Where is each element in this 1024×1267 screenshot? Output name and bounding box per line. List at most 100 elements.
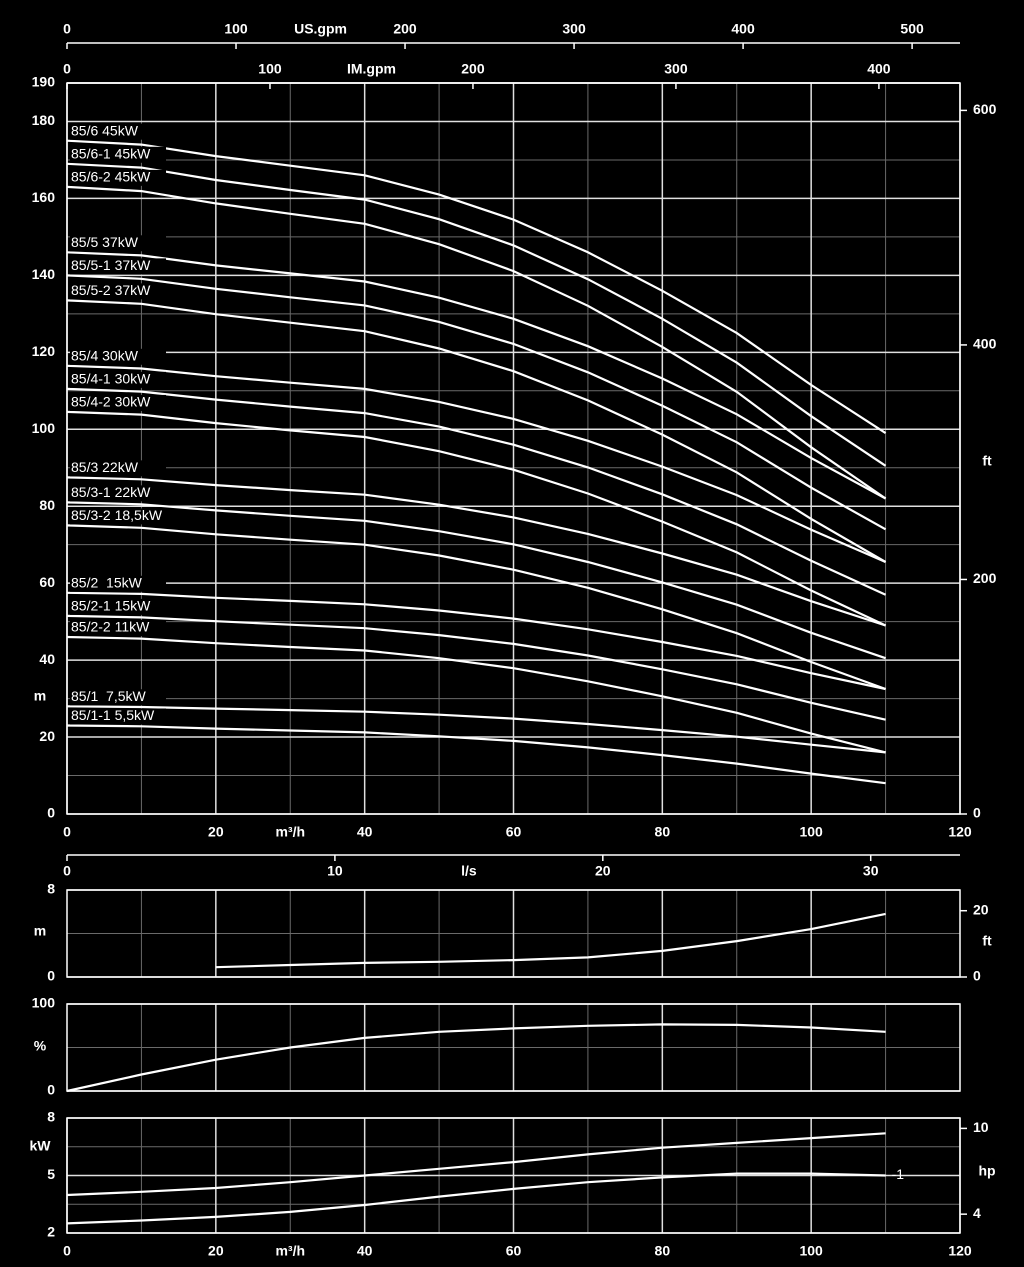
top-axis-tick-label: 100 bbox=[224, 21, 248, 37]
top-axis-tick-label: 400 bbox=[731, 21, 755, 37]
curve bbox=[66, 476, 886, 627]
y-tick-label: 0 bbox=[47, 805, 55, 821]
y2-tick-label: 200 bbox=[973, 570, 997, 586]
plot-frame bbox=[66, 1003, 961, 1092]
top-axis-tick-label: 0 bbox=[63, 21, 71, 37]
top-axis-tick-label: 30 bbox=[863, 863, 879, 879]
y-axis-label: % bbox=[34, 1038, 47, 1054]
curve bbox=[66, 410, 887, 627]
curve-label: -1 bbox=[892, 1166, 905, 1182]
x-tick-label: 100 bbox=[799, 1243, 823, 1259]
y2-axis-label: ft bbox=[982, 933, 992, 949]
top-axis-tick-label: 0 bbox=[63, 61, 71, 77]
top-axis-tick-label: 200 bbox=[461, 61, 485, 77]
curve-label: 85/4-2 30kW bbox=[71, 394, 151, 410]
y-tick-label: 80 bbox=[39, 497, 55, 513]
y2-axis-label: ft bbox=[982, 453, 992, 469]
curve-label: 85/5 37kW bbox=[71, 234, 139, 250]
top-axis-tick-label: 100 bbox=[258, 61, 282, 77]
top-axis-label: US.gpm bbox=[294, 21, 347, 37]
curve-label-background bbox=[70, 620, 166, 637]
plot-frame bbox=[66, 889, 961, 978]
y-tick-label: 2 bbox=[47, 1224, 55, 1240]
curve bbox=[66, 501, 886, 660]
top-axis-label: l/s bbox=[461, 863, 477, 879]
y-tick-label: 190 bbox=[32, 74, 56, 90]
y-tick-label: 60 bbox=[39, 574, 55, 590]
curve-label: 85/4-1 30kW bbox=[71, 371, 151, 387]
curve-label: 85/3 22kW bbox=[71, 459, 139, 475]
curve-label: 85/3-1 22kW bbox=[71, 484, 151, 500]
curve-label: 85/6-2 45kW bbox=[71, 169, 151, 185]
curve bbox=[66, 614, 886, 721]
y2-tick-label: 600 bbox=[973, 101, 997, 117]
curve-label-background bbox=[70, 575, 166, 592]
top-axis-tick-label: 10 bbox=[327, 863, 343, 879]
y2-axis-label: hp bbox=[978, 1163, 995, 1179]
curve bbox=[66, 185, 887, 500]
curve-label: 85/2-1 15kW bbox=[71, 598, 151, 614]
y-tick-label: 20 bbox=[39, 728, 55, 744]
plot-frame bbox=[66, 1117, 961, 1234]
y2-tick-label: 0 bbox=[973, 968, 981, 984]
x-tick-label: 80 bbox=[655, 1243, 671, 1259]
top-axis-label: IM.gpm bbox=[347, 61, 396, 77]
curve bbox=[215, 912, 886, 969]
curve bbox=[66, 139, 887, 435]
y-tick-label: 160 bbox=[32, 189, 56, 205]
y-tick-label: 0 bbox=[47, 968, 55, 984]
curve-label-background bbox=[70, 485, 166, 502]
curve-label-background bbox=[70, 460, 166, 477]
y-tick-label: 120 bbox=[32, 343, 56, 359]
x-axis-label: m³/h bbox=[275, 824, 305, 840]
y-tick-label: 100 bbox=[32, 420, 56, 436]
curve-label: 85/3-2 18,5kW bbox=[71, 507, 163, 523]
curve-label-background bbox=[70, 371, 166, 388]
y-tick-label: 100 bbox=[32, 995, 56, 1011]
y-tick-label: 180 bbox=[32, 112, 56, 128]
top-axis-tick-label: 300 bbox=[664, 61, 688, 77]
curve bbox=[66, 162, 887, 467]
curve-label-background bbox=[70, 169, 166, 186]
curve-label-background bbox=[70, 235, 166, 252]
x-tick-label: 60 bbox=[506, 1243, 522, 1259]
curve-label: 85/4 30kW bbox=[71, 347, 139, 363]
top-axis-tick-label: 400 bbox=[867, 61, 891, 77]
y-tick-label: 8 bbox=[47, 1109, 55, 1125]
curve bbox=[66, 591, 886, 691]
curve-label: 85/5-2 37kW bbox=[71, 282, 151, 298]
curve-label-background bbox=[70, 146, 166, 163]
y-axis-label: kW bbox=[30, 1138, 52, 1154]
y2-tick-label: 4 bbox=[973, 1205, 981, 1221]
top-axis-tick-label: 20 bbox=[595, 863, 611, 879]
y2-tick-label: 10 bbox=[973, 1119, 989, 1135]
curve bbox=[66, 299, 887, 563]
x-tick-label: 40 bbox=[357, 824, 373, 840]
x-tick-label: 0 bbox=[63, 824, 71, 840]
y-tick-label: 40 bbox=[39, 651, 55, 667]
y-tick-label: 0 bbox=[47, 1082, 55, 1098]
x-tick-label: 120 bbox=[948, 1243, 972, 1259]
curve-label-background bbox=[70, 508, 166, 525]
curve bbox=[66, 1172, 886, 1225]
y-axis-label: m bbox=[34, 688, 46, 704]
x-tick-label: 60 bbox=[506, 824, 522, 840]
curve-label: 85/1-1 5,5kW bbox=[71, 707, 155, 723]
curve-label-background bbox=[70, 708, 166, 725]
curve-label: 85/1 7,5kW bbox=[71, 688, 146, 704]
curve bbox=[66, 387, 887, 596]
curve bbox=[66, 635, 886, 754]
y-tick-label: 140 bbox=[32, 266, 56, 282]
curve-label-background bbox=[70, 258, 166, 275]
y2-tick-label: 400 bbox=[973, 336, 997, 352]
curve-label: 85/2 15kW bbox=[71, 574, 143, 590]
x-tick-label: 40 bbox=[357, 1243, 373, 1259]
curve-label-background bbox=[70, 689, 166, 706]
x-tick-label: 20 bbox=[208, 1243, 224, 1259]
y-tick-label: 8 bbox=[47, 881, 55, 897]
x-tick-label: 120 bbox=[948, 824, 972, 840]
curve-label-background bbox=[70, 598, 166, 615]
curve bbox=[66, 251, 887, 500]
